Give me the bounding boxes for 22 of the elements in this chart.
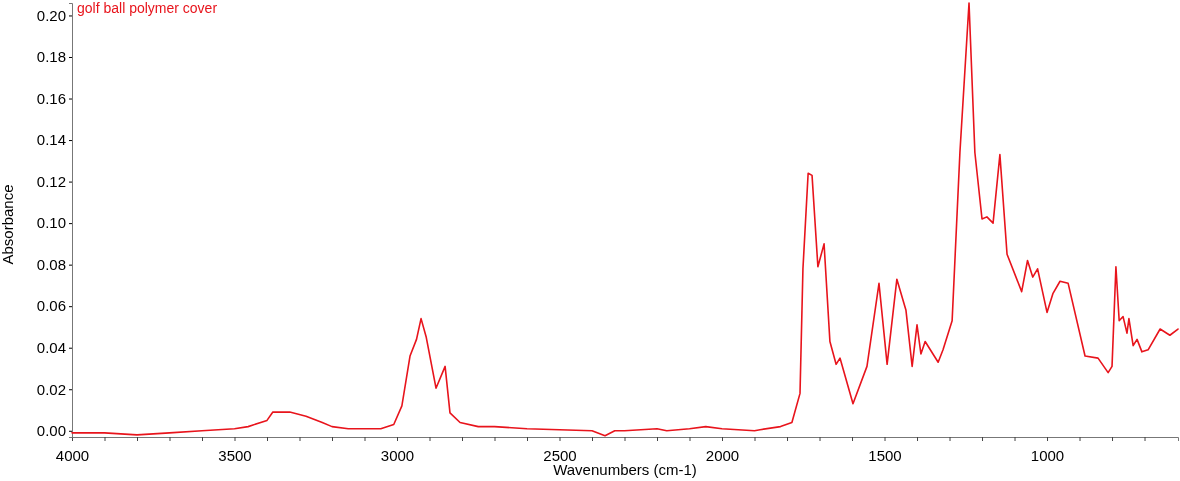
- y-axis-title: Absorbance: [0, 184, 16, 265]
- x-tick-label: 2500: [543, 446, 577, 464]
- x-tick-label: 4000: [55, 446, 90, 464]
- y-tick-label: 0.14: [36, 131, 66, 149]
- x-tick-label: 2000: [705, 446, 740, 464]
- y-tick-label: 0.10: [36, 214, 66, 232]
- chart-title: golf ball polymer cover: [77, 0, 218, 16]
- x-tick-label: 3000: [380, 446, 415, 464]
- line-series: [71, 2, 1179, 437]
- x-axis-title: Wavenumbers (cm-1): [553, 461, 697, 478]
- y-tick-label: 0.02: [36, 380, 66, 398]
- y-tick-label: 0.18: [36, 48, 66, 66]
- y-tick-label: 0.20: [36, 6, 66, 24]
- y-tick-label: 0.06: [36, 297, 66, 315]
- x-tick-label: 1000: [1030, 446, 1065, 464]
- y-tick-label: 0.16: [36, 89, 66, 107]
- y-tick-label: 0.00: [36, 422, 66, 440]
- y-tick-label: 0.08: [36, 255, 66, 273]
- y-tick-label: 0.04: [36, 339, 66, 357]
- y-tick-label: 0.12: [36, 172, 66, 190]
- x-tick-label: 3500: [218, 446, 252, 464]
- x-tick-label: 1500: [868, 446, 902, 464]
